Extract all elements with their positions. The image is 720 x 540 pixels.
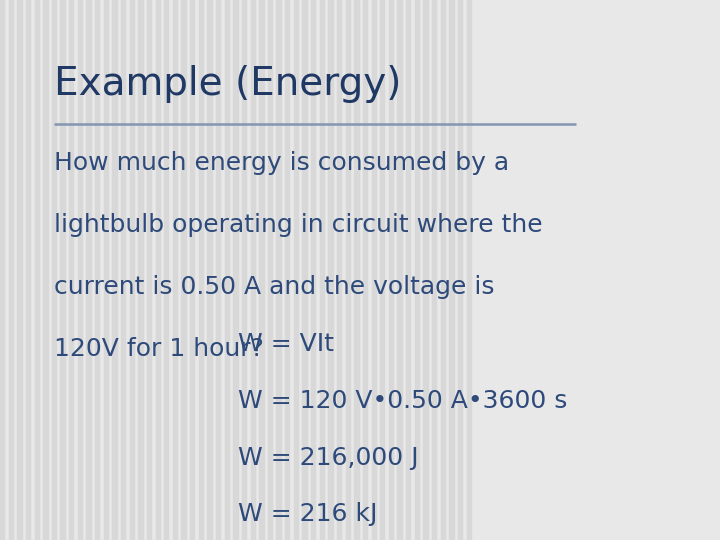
Bar bbox=[86, 0, 91, 540]
Bar bbox=[0, 0, 4, 540]
Text: W = VIt: W = VIt bbox=[238, 332, 333, 356]
Text: W = 216 kJ: W = 216 kJ bbox=[238, 502, 377, 526]
Bar bbox=[52, 0, 56, 540]
Bar bbox=[173, 0, 177, 540]
Bar bbox=[268, 0, 272, 540]
Bar bbox=[467, 0, 471, 540]
Bar bbox=[156, 0, 160, 540]
Bar bbox=[121, 0, 125, 540]
Bar bbox=[389, 0, 393, 540]
Bar bbox=[311, 0, 315, 540]
Bar bbox=[35, 0, 39, 540]
Bar bbox=[138, 0, 143, 540]
Bar bbox=[26, 0, 30, 540]
Text: lightbulb operating in circuit where the: lightbulb operating in circuit where the bbox=[54, 213, 543, 237]
Bar bbox=[346, 0, 350, 540]
Bar bbox=[397, 0, 402, 540]
Text: W = 120 V•0.50 A•3600 s: W = 120 V•0.50 A•3600 s bbox=[238, 389, 567, 413]
Bar bbox=[320, 0, 324, 540]
Bar bbox=[328, 0, 333, 540]
Bar bbox=[251, 0, 255, 540]
Bar bbox=[190, 0, 194, 540]
Bar bbox=[199, 0, 203, 540]
Bar bbox=[164, 0, 168, 540]
Bar bbox=[233, 0, 238, 540]
Bar bbox=[181, 0, 186, 540]
Bar bbox=[112, 0, 117, 540]
Bar bbox=[449, 0, 454, 540]
Bar bbox=[354, 0, 359, 540]
Bar bbox=[104, 0, 108, 540]
Bar bbox=[207, 0, 212, 540]
Bar bbox=[225, 0, 229, 540]
Bar bbox=[294, 0, 298, 540]
Bar bbox=[441, 0, 445, 540]
Bar bbox=[406, 0, 410, 540]
Bar bbox=[259, 0, 264, 540]
Bar bbox=[242, 0, 246, 540]
Bar bbox=[458, 0, 462, 540]
Bar bbox=[302, 0, 307, 540]
Bar bbox=[95, 0, 99, 540]
Bar bbox=[276, 0, 281, 540]
Bar bbox=[432, 0, 436, 540]
Bar bbox=[43, 0, 48, 540]
Bar bbox=[372, 0, 376, 540]
Bar bbox=[60, 0, 65, 540]
Bar bbox=[69, 0, 73, 540]
Text: 120V for 1 hour?: 120V for 1 hour? bbox=[54, 338, 264, 361]
Text: W = 216,000 J: W = 216,000 J bbox=[238, 446, 418, 469]
Bar bbox=[17, 0, 22, 540]
Bar bbox=[337, 0, 341, 540]
Bar bbox=[78, 0, 82, 540]
Text: How much energy is consumed by a: How much energy is consumed by a bbox=[54, 151, 509, 175]
Text: current is 0.50 A and the voltage is: current is 0.50 A and the voltage is bbox=[54, 275, 495, 299]
Bar bbox=[147, 0, 151, 540]
Bar bbox=[380, 0, 384, 540]
Bar bbox=[423, 0, 428, 540]
Bar bbox=[130, 0, 134, 540]
Bar bbox=[216, 0, 220, 540]
Bar bbox=[363, 0, 367, 540]
Bar bbox=[415, 0, 419, 540]
Text: Example (Energy): Example (Energy) bbox=[54, 65, 401, 103]
Bar bbox=[285, 0, 289, 540]
Bar bbox=[9, 0, 13, 540]
